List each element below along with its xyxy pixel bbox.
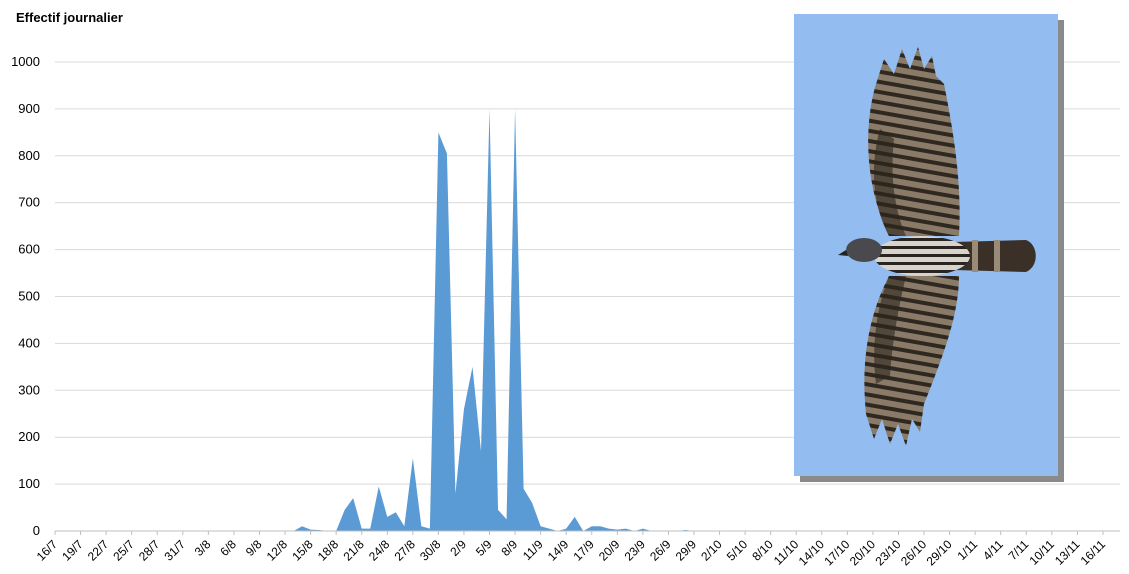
- x-tick-label: 23/10: [872, 537, 903, 568]
- bird-icon: [838, 47, 1036, 446]
- x-tick-label: 30/8: [417, 537, 444, 564]
- y-tick-label: 500: [18, 289, 40, 304]
- x-tick-label: 16/11: [1078, 537, 1109, 568]
- y-tick-label: 900: [18, 101, 40, 116]
- y-tick-label: 100: [18, 476, 40, 491]
- x-tick-label: 5/9: [473, 537, 495, 559]
- x-tick-label: 22/7: [85, 537, 112, 564]
- x-tick-label: 2/10: [698, 537, 725, 564]
- bird-of-prey-photo: [794, 14, 1058, 476]
- x-tick-label: 4/11: [980, 537, 1006, 563]
- y-axis-ticks: 0 100 200 300 400 500 600 700 800 900 1000: [11, 54, 40, 538]
- x-tick-label: 3/8: [192, 537, 214, 559]
- x-tick-label: 14/9: [545, 537, 572, 564]
- x-tick-label: 11/9: [520, 537, 546, 563]
- x-tick-label: 20/10: [847, 537, 878, 568]
- x-tick-label: 12/8: [264, 537, 291, 564]
- x-tick-label: 21/8: [340, 537, 367, 564]
- x-tick-label: 8/9: [499, 537, 521, 559]
- x-tick-label: 20/9: [596, 537, 623, 564]
- x-tick-label: 19/7: [59, 537, 86, 564]
- x-tick-label: 28/7: [136, 537, 163, 564]
- y-tick-label: 300: [18, 382, 40, 397]
- x-tick-label: 27/8: [392, 537, 419, 564]
- x-tick-label: 14/10: [796, 537, 827, 568]
- y-tick-label: 0: [33, 523, 40, 538]
- x-tick-label: 31/7: [162, 537, 189, 564]
- x-tick-label: 17/9: [570, 537, 597, 564]
- y-tick-label: 700: [18, 195, 40, 210]
- x-axis-ticks: 16/7 19/7 22/7 25/7 28/7 31/7 3/8 6/8 9/8 12/8 15/…: [34, 531, 1109, 568]
- x-tick-label: 29/9: [673, 537, 700, 564]
- x-tick-label: 26/10: [898, 537, 929, 568]
- x-tick-label: 24/8: [366, 537, 393, 564]
- y-tick-label: 200: [18, 429, 40, 444]
- x-tick-label: 13/11: [1052, 537, 1083, 568]
- x-tick-label: 1/11: [954, 537, 980, 563]
- x-tick-label: 17/10: [821, 537, 852, 568]
- x-tick-label: 11/10: [771, 537, 802, 568]
- x-tick-label: 25/7: [110, 537, 137, 564]
- y-tick-label: 600: [18, 242, 40, 257]
- x-tick-label: 2/9: [447, 537, 469, 559]
- x-tick-label: 29/10: [924, 537, 955, 568]
- chart-title: Effectif journalier: [16, 10, 123, 25]
- y-tick-label: 1000: [11, 54, 40, 69]
- x-tick-label: 26/9: [647, 537, 674, 564]
- x-tick-label: 23/9: [622, 537, 649, 564]
- x-tick-label: 9/8: [243, 537, 265, 559]
- x-tick-label: 15/8: [289, 537, 316, 564]
- y-tick-label: 800: [18, 148, 40, 163]
- x-tick-label: 5/10: [724, 537, 751, 564]
- x-tick-label: 18/8: [315, 537, 342, 564]
- x-tick-label: 16/7: [34, 537, 61, 564]
- x-tick-label: 6/8: [217, 537, 239, 559]
- y-tick-label: 400: [18, 335, 40, 350]
- x-tick-label: 10/11: [1026, 537, 1057, 568]
